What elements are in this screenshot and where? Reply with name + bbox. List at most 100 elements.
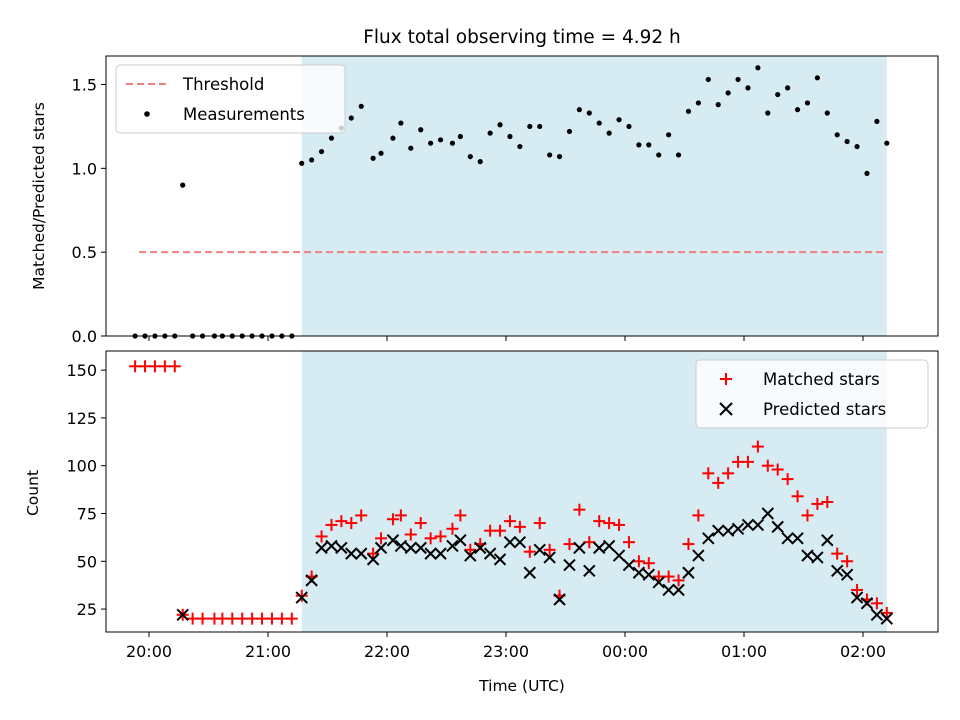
marker-stroke — [801, 549, 814, 562]
measurement-point — [428, 140, 434, 146]
marker-stroke — [483, 547, 497, 560]
matched-star-marker — [563, 538, 576, 551]
matched-star-marker — [345, 517, 358, 530]
measurement-point — [765, 110, 771, 116]
matched-star-marker — [464, 543, 477, 556]
observing-window-shade — [301, 56, 887, 336]
measurement-point — [437, 137, 444, 143]
predicted-star-marker — [593, 541, 606, 555]
y-tick-label: 1.0 — [72, 159, 97, 178]
measurement-point — [646, 142, 652, 148]
matched-star-marker — [394, 509, 407, 522]
measurement-point — [814, 75, 820, 81]
x-tick-label: 20:00 — [126, 642, 172, 661]
matched-star-marker — [603, 517, 616, 530]
marker-stroke — [345, 547, 358, 560]
predicted-star-marker — [811, 551, 824, 564]
marker-stroke — [870, 608, 884, 622]
matched-star-marker — [672, 574, 685, 587]
measurement-point — [586, 110, 592, 116]
predicted-star-marker — [295, 591, 308, 604]
measurement-point — [874, 118, 880, 124]
matched-star-marker — [543, 543, 556, 556]
top-axes-frame — [105, 55, 939, 337]
top-legend: Threshold Measurements — [115, 64, 346, 134]
predicted-star-marker — [761, 507, 775, 520]
marker-stroke — [811, 551, 824, 564]
predicted-star-marker — [563, 558, 576, 572]
y-tick-label: 0.0 — [72, 327, 97, 346]
marker-stroke — [305, 574, 318, 587]
marker-stroke — [692, 549, 705, 562]
marker-stroke — [493, 553, 507, 566]
predicted-star-marker — [446, 539, 459, 553]
matched-star-marker — [315, 530, 328, 543]
predicted-star-marker — [781, 532, 794, 545]
y-tick-label: 100 — [66, 457, 97, 476]
predicted-star-marker — [821, 534, 834, 547]
measurement-point — [616, 117, 622, 123]
measurement-point — [804, 100, 811, 106]
measurement-point — [656, 152, 662, 158]
matched-star-marker — [801, 509, 814, 522]
predicted-star-marker — [533, 543, 546, 557]
matched-star-marker — [702, 467, 715, 480]
marker-stroke — [533, 543, 546, 557]
marker-stroke — [325, 539, 338, 553]
measurement-point — [854, 143, 860, 150]
measurement-point — [358, 103, 364, 109]
marker-stroke — [712, 524, 725, 537]
matched-star-marker — [355, 509, 368, 522]
predicted-star-marker — [682, 566, 695, 579]
marker-stroke — [702, 532, 715, 545]
marker-stroke — [523, 566, 537, 579]
matched-star-marker — [632, 555, 645, 568]
predicted-star-marker — [652, 576, 665, 589]
measurement-points — [132, 65, 890, 339]
predicted-star-marker — [801, 549, 814, 562]
measurement-point — [449, 140, 456, 146]
matched-star-marker — [622, 536, 635, 549]
marker-stroke — [355, 547, 368, 560]
measurement-point — [547, 152, 553, 158]
measurement-point — [745, 85, 751, 91]
marker-stroke — [295, 591, 308, 604]
predicted-star-marker — [672, 583, 685, 597]
top-legend-box — [115, 64, 346, 134]
measurement-point — [487, 130, 493, 136]
measurement-point — [626, 123, 632, 130]
matched-star-marker — [851, 583, 864, 596]
matched-star-marker — [325, 518, 338, 531]
matched-star-marker — [454, 509, 467, 522]
y-tick-label: 150 — [66, 361, 97, 380]
predicted-star-marker — [404, 541, 418, 555]
measurement-point — [755, 65, 761, 71]
measurement-point — [408, 145, 414, 151]
matched-star-marker — [494, 524, 507, 537]
marker-stroke — [434, 547, 447, 560]
matched-star-marker — [791, 490, 804, 503]
marker-stroke — [860, 597, 874, 610]
matched-star-marker — [513, 520, 526, 533]
top-y-ticks: 0.0 0.5 1.0 1.5 — [72, 76, 106, 346]
matched-star-marker — [424, 532, 437, 545]
marker-stroke — [335, 541, 348, 555]
matched-star-marker — [196, 612, 209, 625]
matched-star-marker — [682, 538, 695, 551]
y-tick-label: 75 — [77, 504, 97, 523]
x-tick-label: 22:00 — [364, 642, 410, 661]
marker-stroke — [563, 558, 576, 572]
predicted-star-marker — [840, 568, 854, 581]
predicted-star-marker — [335, 541, 348, 555]
legend-threshold-label: Threshold — [182, 75, 264, 94]
predicted-star-marker — [305, 574, 318, 587]
legend-measurements-label: Measurements — [183, 105, 305, 124]
predicted-star-marker — [642, 568, 656, 581]
marker-stroke — [404, 541, 418, 555]
matched-star-marker — [781, 473, 794, 486]
marker-stroke — [731, 522, 745, 535]
marker-stroke — [553, 593, 566, 606]
predicted-star-marker — [880, 612, 894, 625]
predicted-star-marker — [366, 553, 380, 566]
